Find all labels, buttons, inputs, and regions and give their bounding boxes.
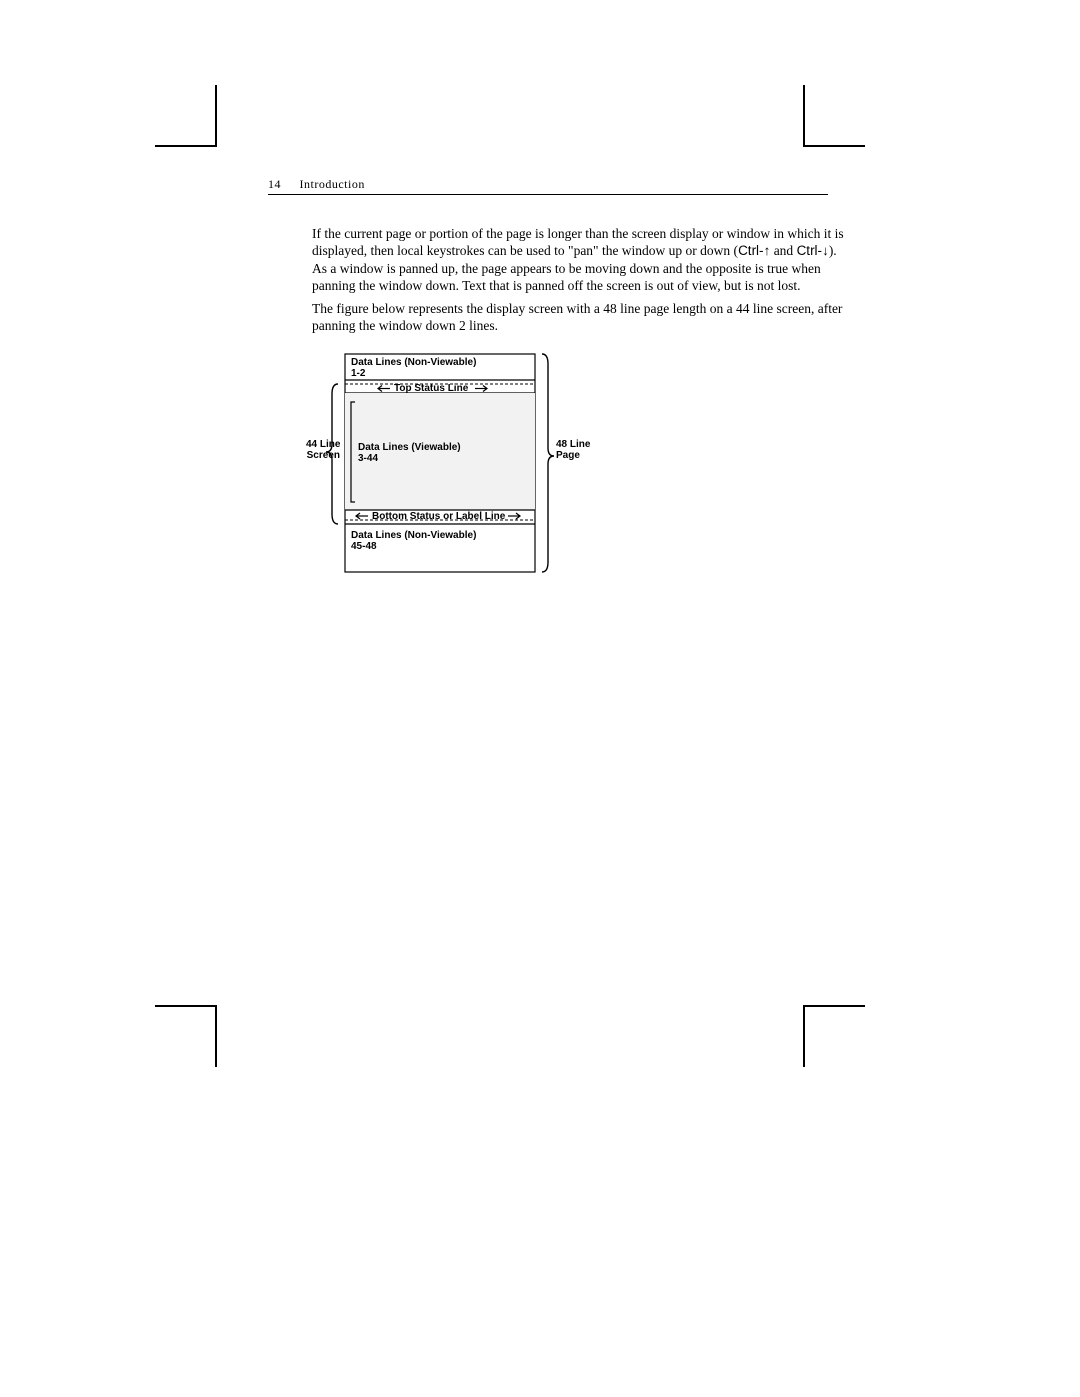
document-page: 14 Introduction If the current page or p… — [0, 0, 1080, 1397]
paragraph-1: If the current page or portion of the pa… — [312, 225, 852, 294]
crop-mark-bottom-left — [155, 1005, 217, 1067]
right-brace-line2: Page — [556, 450, 580, 461]
bottom-nonview-l2: 45-48 — [351, 541, 377, 552]
viewable-l1: Data Lines (Viewable) — [358, 442, 461, 453]
top-nonviewable-label: Data Lines (Non-Viewable) 1-2 — [351, 357, 476, 379]
bottom-nonview-l1: Data Lines (Non-Viewable) — [351, 530, 476, 541]
left-brace-line2: Screen — [307, 450, 340, 461]
paragraph-2: The figure below represents the display … — [312, 300, 852, 335]
body-text: If the current page or portion of the pa… — [312, 225, 852, 341]
top-status-label: Top Status Line — [394, 383, 468, 394]
running-header: 14 Introduction — [268, 177, 828, 195]
page-number: 14 — [268, 177, 296, 192]
right-brace-label: 48 Line Page — [556, 439, 590, 461]
ctrl-down-label: Ctrl- — [797, 243, 823, 258]
viewable-label: Data Lines (Viewable) 3-44 — [358, 442, 461, 464]
down-arrow-icon: ↓ — [822, 243, 829, 258]
left-brace-label: 44 Line Screen — [306, 439, 340, 461]
top-nonview-l2: 1-2 — [351, 368, 365, 379]
viewable-l2: 3-44 — [358, 453, 378, 464]
bottom-nonviewable-label: Data Lines (Non-Viewable) 45-48 — [351, 530, 476, 552]
section-title: Introduction — [300, 177, 365, 191]
top-nonview-l1: Data Lines (Non-Viewable) — [351, 357, 476, 368]
right-brace-line1: 48 Line — [556, 439, 590, 450]
crop-mark-top-right — [803, 85, 865, 147]
left-brace-line1: 44 Line — [306, 439, 340, 450]
ctrl-up-label: Ctrl- — [738, 243, 764, 258]
p1-part-b: and — [770, 243, 796, 258]
crop-mark-bottom-right — [803, 1005, 865, 1067]
screen-page-diagram: 44 Line Screen 48 Line Page Data Lines (… — [310, 352, 590, 577]
bottom-status-label: Bottom Status or Label Line — [372, 511, 505, 522]
crop-mark-top-left — [155, 85, 217, 147]
